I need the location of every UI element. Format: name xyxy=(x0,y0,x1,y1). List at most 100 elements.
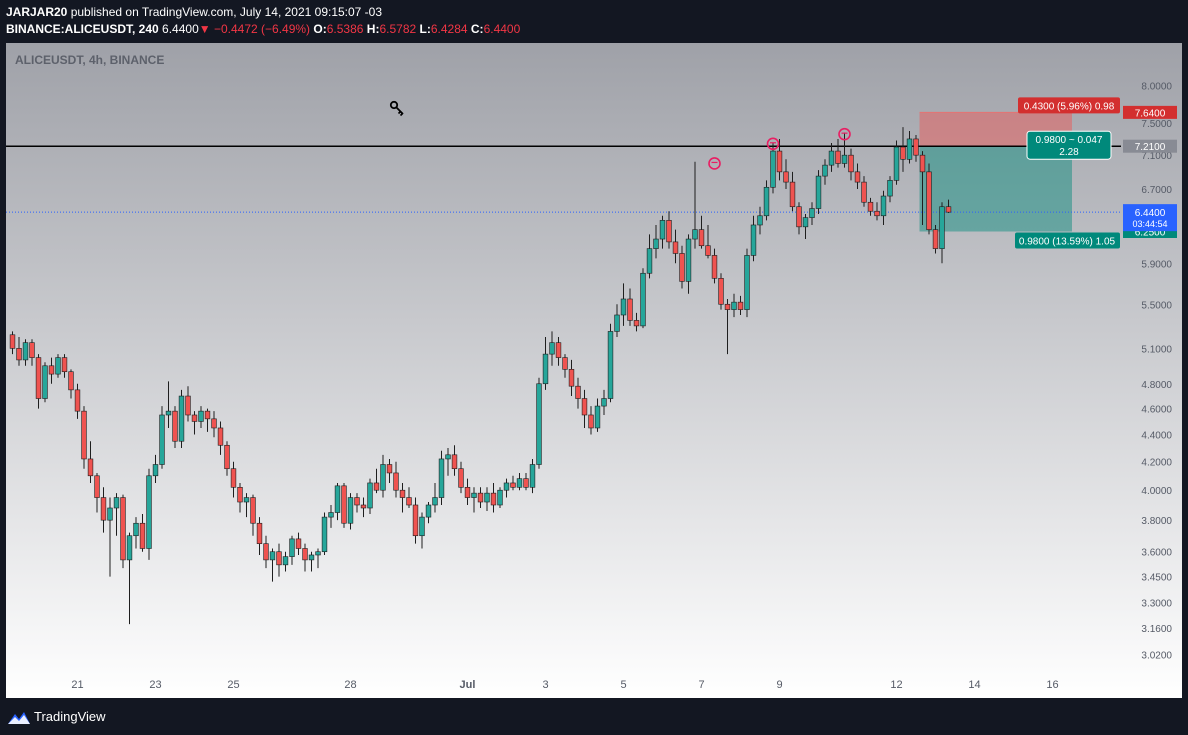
candle xyxy=(880,190,887,225)
candle-body xyxy=(919,154,926,173)
candle xyxy=(204,408,211,432)
candle-body xyxy=(237,486,243,503)
tradingview-logo-icon[interactable] xyxy=(8,710,30,724)
marker-circle[interactable] xyxy=(766,137,780,151)
candle-body xyxy=(575,385,581,399)
y-tick-label: 4.0000 xyxy=(1141,486,1172,497)
candle xyxy=(854,163,861,190)
high-label: H: xyxy=(366,22,380,36)
candle xyxy=(113,493,120,536)
candle-body xyxy=(796,206,802,228)
candle-body xyxy=(211,418,217,429)
stop-price-tag[interactable]: 7.6400 xyxy=(1123,105,1177,120)
candle xyxy=(568,359,575,397)
y-tick-label: 3.6000 xyxy=(1141,548,1172,559)
candle xyxy=(432,482,438,513)
candle-body xyxy=(718,278,724,305)
candle-body xyxy=(367,482,373,509)
author-name[interactable]: JARJAR20 xyxy=(6,5,68,19)
candle xyxy=(9,331,16,355)
candle-body xyxy=(276,551,282,566)
candle-body xyxy=(679,253,685,282)
tradingview-brand[interactable]: TradingView xyxy=(34,709,106,724)
candle xyxy=(516,472,523,491)
take-profit-label[interactable]: 0.9800 (13.59%) 1.05 xyxy=(1015,232,1120,249)
candle xyxy=(861,176,867,207)
candle-body xyxy=(159,414,165,465)
candle-body xyxy=(406,497,412,506)
candle-body xyxy=(74,389,81,412)
candle xyxy=(35,354,42,409)
x-tick-label: 21 xyxy=(71,679,83,691)
candle xyxy=(425,502,432,524)
candle-body xyxy=(347,497,354,524)
candle xyxy=(308,551,315,572)
marker-circle[interactable] xyxy=(708,157,721,170)
entry-price-tag[interactable]: 7.2100 xyxy=(1123,139,1177,154)
candle-body xyxy=(451,454,458,470)
candle-body xyxy=(503,482,510,491)
candle xyxy=(152,454,159,483)
candle xyxy=(601,389,607,415)
candle-body xyxy=(841,154,848,164)
candle-body xyxy=(55,357,61,375)
countdown-text: 03:44:54 xyxy=(1132,219,1167,229)
candle-body xyxy=(204,410,211,420)
x-tick-label: 9 xyxy=(776,679,782,691)
candle-body xyxy=(529,464,536,488)
risk-reward-text: 0.9800 ~ 0.047 xyxy=(1035,135,1102,146)
candle xyxy=(744,248,750,318)
candle xyxy=(536,377,542,469)
candle-body xyxy=(412,504,419,537)
high-value: 6.5782 xyxy=(379,22,417,36)
publish-text: published on TradingView.com, July 14, 2… xyxy=(70,5,383,19)
candle xyxy=(887,176,893,203)
candle xyxy=(334,482,341,521)
candle xyxy=(815,170,822,214)
candle-body xyxy=(139,522,146,549)
candle-body xyxy=(152,464,159,477)
x-tick-label: 28 xyxy=(344,679,356,691)
candle xyxy=(29,339,35,366)
candlestick-chart[interactable]: ALICEUSDT, 4h, BINANCE 8.0000 7.5000 7.100… xyxy=(6,43,1182,698)
candle-body xyxy=(302,548,308,561)
candle xyxy=(451,445,458,476)
close-value: 6.4400 xyxy=(483,22,521,36)
candle xyxy=(269,548,276,582)
candle xyxy=(685,234,692,294)
candle xyxy=(100,487,107,533)
take-profit-zone[interactable] xyxy=(919,146,1073,232)
candle xyxy=(243,493,250,518)
marker-circle[interactable] xyxy=(838,127,851,141)
candle xyxy=(919,151,926,225)
candle xyxy=(750,215,757,262)
candle-body xyxy=(68,371,74,391)
candle-body xyxy=(802,217,809,228)
stop-loss-label[interactable]: 0.4300 (5.96%) 0.98 xyxy=(1018,97,1120,114)
low-label: L: xyxy=(419,22,431,36)
candle xyxy=(841,132,848,168)
candle xyxy=(412,497,419,544)
price-change: −0.4472 (−6.49%) xyxy=(213,22,311,36)
candle xyxy=(620,283,627,326)
candle-body xyxy=(87,458,94,477)
candle xyxy=(789,171,796,212)
candle-body xyxy=(724,303,731,310)
candle xyxy=(458,461,464,494)
candle xyxy=(341,482,347,528)
candle xyxy=(289,535,295,565)
x-tick-label: 7 xyxy=(698,679,704,691)
x-tick-label: 5 xyxy=(620,679,626,691)
candle-body xyxy=(334,485,341,513)
chart-area[interactable]: ALICEUSDT, 4h, BINANCE 8.0000 7.5000 7.100… xyxy=(6,43,1182,698)
candle xyxy=(542,337,549,390)
candle xyxy=(523,472,529,491)
candle-body xyxy=(783,171,789,183)
candle xyxy=(120,494,126,569)
candle-body xyxy=(510,482,516,488)
candle xyxy=(471,487,477,513)
candle-body xyxy=(191,414,198,422)
candle-body xyxy=(100,497,107,521)
